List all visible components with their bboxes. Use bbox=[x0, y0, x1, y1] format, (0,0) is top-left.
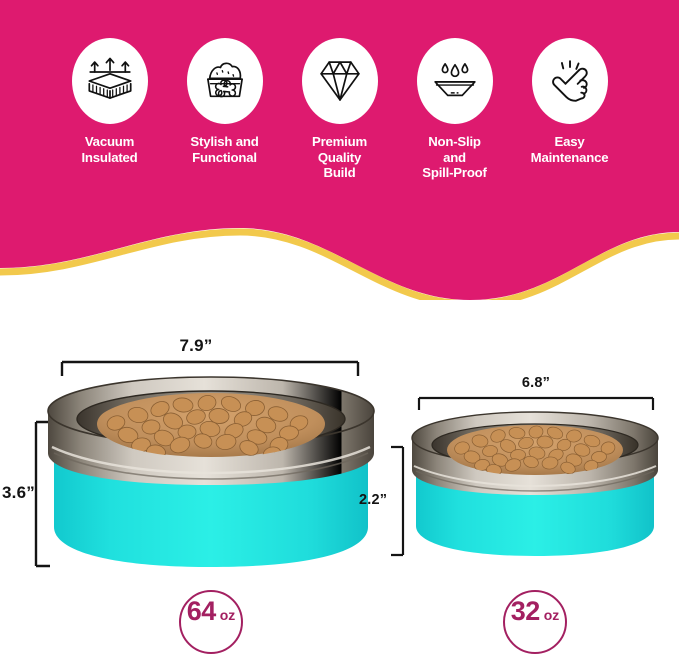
small-bowl-height-bracket bbox=[391, 445, 405, 557]
large-bowl-width-bracket bbox=[60, 360, 360, 376]
feature-icon-badge bbox=[186, 38, 263, 124]
small-bowl-width-label: 6.8” bbox=[521, 375, 551, 391]
feature-icon-badge bbox=[416, 38, 493, 124]
large-bowl-capacity-badge: 64 oz bbox=[179, 590, 243, 654]
feature-item-premium-quality: Premium Quality Build bbox=[282, 38, 397, 181]
feature-item-vacuum-insulated: Vacuum Insulated bbox=[52, 38, 167, 165]
small-bowl-width-bracket bbox=[417, 396, 655, 410]
feature-icon-badge bbox=[301, 38, 378, 124]
large-bowl-height-bracket bbox=[34, 420, 50, 568]
feature-list: Vacuum Insulated bbox=[0, 38, 679, 181]
feature-label: Non-Slip and Spill-Proof bbox=[422, 134, 487, 181]
diamond-icon bbox=[313, 54, 367, 108]
small-bowl-image bbox=[410, 410, 660, 562]
large-bowl-graphic bbox=[47, 376, 375, 567]
food-bowl-bone-icon bbox=[198, 54, 252, 108]
vacuum-insulation-layers-icon bbox=[83, 54, 137, 108]
feature-item-stylish-functional: Stylish and Functional bbox=[167, 38, 282, 165]
small-bowl-capacity-badge: 32 oz bbox=[503, 590, 567, 654]
features-banner: Vacuum Insulated bbox=[0, 0, 679, 300]
feature-item-easy-maintenance: Easy Maintenance bbox=[512, 38, 627, 165]
feature-icon-badge bbox=[71, 38, 148, 124]
feature-label: Easy Maintenance bbox=[530, 134, 609, 165]
large-bowl-height-label: 3.6” bbox=[2, 483, 35, 502]
feature-icon-badge bbox=[531, 38, 608, 124]
water-drops-bowl-icon bbox=[428, 54, 482, 108]
feature-label: Vacuum Insulated bbox=[81, 134, 138, 165]
product-dimensions-section: 7.9” 3.6” bbox=[0, 300, 679, 663]
banner-wave-shape bbox=[0, 0, 679, 300]
small-bowl-graphic bbox=[411, 411, 659, 556]
small-bowl-height-label: 2.2” bbox=[359, 492, 388, 508]
large-bowl-width-label: 7.9” bbox=[179, 336, 213, 355]
feature-label: Stylish and Functional bbox=[190, 134, 259, 165]
capacity-unit: oz bbox=[219, 607, 236, 623]
tapping-hand-icon bbox=[543, 54, 597, 108]
feature-label: Premium Quality Build bbox=[311, 134, 368, 181]
capacity-number: 64 bbox=[186, 596, 217, 626]
capacity-number: 32 bbox=[510, 596, 541, 626]
large-bowl-image bbox=[46, 375, 376, 575]
feature-item-non-slip: Non-Slip and Spill-Proof bbox=[397, 38, 512, 181]
capacity-unit: oz bbox=[543, 607, 560, 623]
